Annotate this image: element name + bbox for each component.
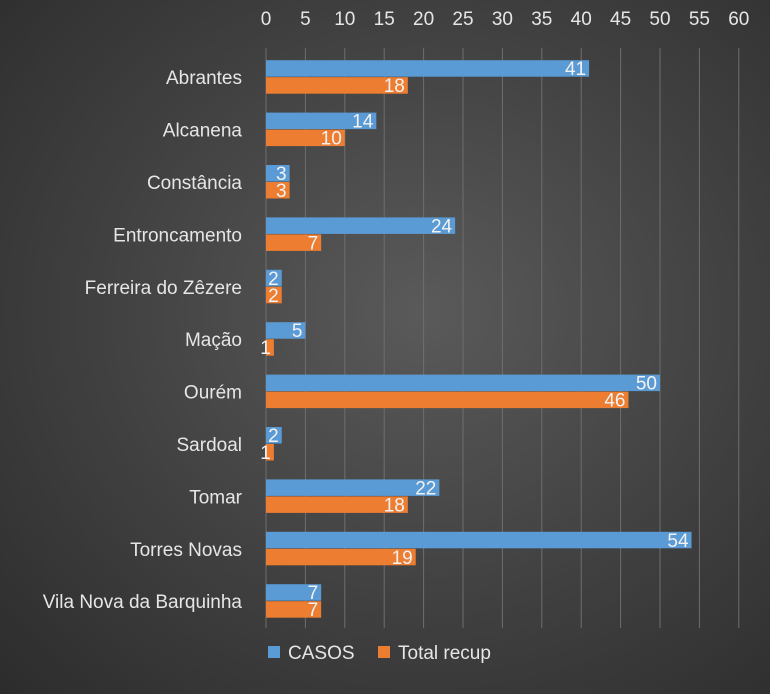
bar-casos [266, 584, 322, 601]
category-label: Sardoal [177, 435, 243, 456]
bar-casos [266, 217, 456, 234]
bar-casos [266, 374, 660, 392]
bar-casos [266, 165, 290, 182]
x-tick-label: 55 [689, 9, 710, 30]
category-label: Alcanena [163, 121, 243, 142]
data-label: 50 [636, 374, 657, 395]
category-label: Ourém [184, 383, 242, 404]
bar-total-recup [266, 129, 345, 147]
x-tick-label: 45 [610, 9, 631, 30]
category-label: Mação [185, 330, 242, 351]
legend: CASOS Total recup [268, 643, 491, 664]
bar-total-recup [266, 548, 416, 566]
bar-casos [266, 112, 377, 130]
data-label: 19 [392, 548, 413, 569]
bar-total-recup [266, 286, 282, 304]
legend-swatch-casos [268, 646, 280, 658]
x-axis-ticks: 0 5 10 15 20 25 30 35 40 45 50 55 60 [261, 9, 750, 30]
legend-label: Total recup [398, 643, 491, 664]
x-tick-label: 40 [571, 9, 592, 30]
x-tick-label: 15 [374, 9, 395, 30]
bar-casos [266, 531, 692, 549]
category-label: Vila Nova da Barquinha [43, 592, 243, 613]
legend-swatch-total-recup [378, 646, 390, 658]
data-label: 7 [308, 233, 319, 254]
bar-total-recup [266, 77, 408, 94]
x-tick-label: 60 [728, 9, 749, 30]
data-label: 46 [604, 391, 625, 412]
bar-casos [266, 479, 440, 496]
data-label: 2 [268, 426, 279, 447]
category-label: Ferreira do Zêzere [85, 278, 242, 299]
category-label: Abrantes [166, 68, 242, 89]
bar-total-recup [266, 496, 408, 513]
data-label: 18 [384, 76, 405, 97]
data-label: 5 [292, 321, 303, 342]
legend-label: CASOS [288, 643, 355, 664]
data-label: 2 [268, 286, 279, 307]
data-label: 41 [565, 59, 586, 80]
bar-casos [266, 60, 590, 77]
x-tick-label: 35 [531, 9, 552, 30]
data-label: 3 [276, 181, 287, 202]
bar-casos [266, 427, 282, 444]
category-label: Tomar [189, 487, 242, 508]
bars [266, 60, 692, 618]
x-tick-label: 50 [649, 9, 670, 30]
data-label: 54 [667, 531, 689, 552]
data-label: 22 [415, 478, 436, 499]
category-labels: Abrantes Alcanena Constância Entroncamento F… [43, 68, 243, 613]
x-tick-label: 10 [334, 9, 355, 30]
bar-total-recup [266, 444, 274, 461]
data-label: 2 [268, 269, 279, 290]
category-label: Constância [147, 173, 242, 194]
data-label: 10 [321, 129, 342, 150]
bar-total-recup [266, 182, 290, 199]
x-tick-label: 0 [261, 9, 272, 30]
category-label: Entroncamento [113, 225, 242, 246]
category-label: Torres Novas [130, 540, 242, 561]
x-tick-label: 25 [452, 9, 473, 30]
data-label: 24 [431, 216, 453, 237]
data-label: 3 [276, 164, 287, 185]
data-label: 18 [384, 495, 405, 516]
x-tick-label: 5 [300, 9, 311, 30]
x-tick-label: 30 [492, 9, 513, 30]
data-label: 14 [352, 112, 374, 133]
bar-total-recup [266, 339, 274, 356]
bar-total-recup [266, 601, 322, 618]
data-label: 7 [308, 583, 319, 604]
bar-casos [266, 269, 282, 287]
data-label: 1 [260, 338, 271, 359]
data-label: 7 [308, 600, 319, 621]
bar-total-recup [266, 234, 322, 251]
x-tick-label: 20 [413, 9, 434, 30]
data-label: 1 [260, 443, 271, 464]
bar-total-recup [266, 391, 629, 409]
bar-casos [266, 322, 306, 339]
